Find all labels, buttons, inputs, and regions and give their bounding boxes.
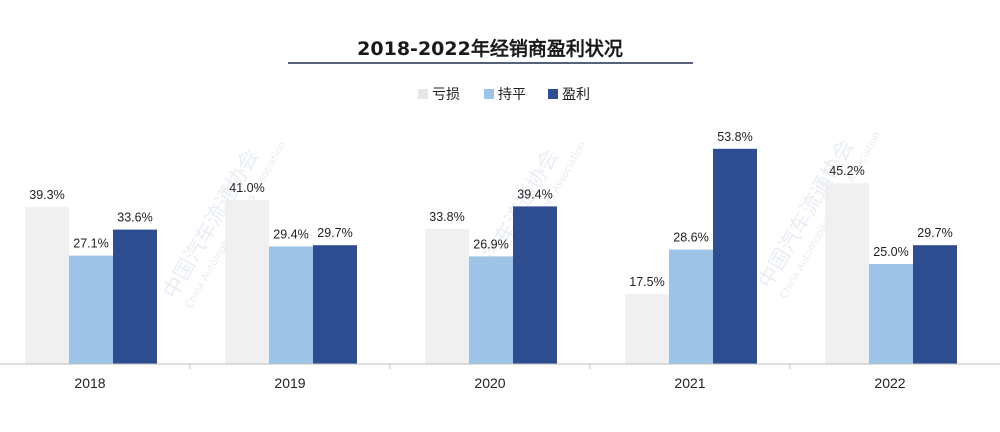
data-label-2019-亏损: 41.0% xyxy=(229,181,264,195)
data-label-2020-持平: 26.9% xyxy=(473,237,508,251)
bar-2020-亏损 xyxy=(425,228,469,364)
bar-2019-盈利 xyxy=(313,245,357,364)
bar-2018-持平 xyxy=(69,255,113,364)
x-tick-label-2021: 2021 xyxy=(674,375,705,391)
x-tick-label-2020: 2020 xyxy=(474,375,505,391)
legend-swatch-持平 xyxy=(484,89,494,99)
bar-2019-持平 xyxy=(269,246,313,364)
legend-label-亏损: 亏损 xyxy=(432,87,460,103)
data-label-2018-盈利: 33.6% xyxy=(117,211,152,225)
data-label-2018-持平: 27.1% xyxy=(73,237,108,251)
bar-2021-持平 xyxy=(669,249,713,364)
data-label-2020-亏损: 33.8% xyxy=(429,210,464,224)
data-label-2018-亏损: 39.3% xyxy=(29,188,64,202)
data-label-2022-亏损: 45.2% xyxy=(829,164,864,178)
value-labels: 39.3% 27.1% 33.6% 41.0% 29.4% 29.7% 33.8% 26.9%… xyxy=(29,130,952,289)
legend-label-盈利: 盈利 xyxy=(562,87,590,103)
bar-2018-亏损 xyxy=(25,206,69,364)
bars xyxy=(25,148,957,364)
bar-2018-盈利 xyxy=(113,229,157,364)
x-axis-labels: 2018 2019 2020 2021 2022 xyxy=(74,375,905,391)
x-tick-label-2022: 2022 xyxy=(874,375,905,391)
x-axis-ticks xyxy=(189,364,791,369)
data-label-2019-盈利: 29.7% xyxy=(317,226,352,240)
data-label-2021-亏损: 17.5% xyxy=(629,275,664,289)
data-label-2022-持平: 25.0% xyxy=(873,245,908,259)
x-tick-label-2019: 2019 xyxy=(274,375,305,391)
bar-2021-盈利 xyxy=(713,148,757,364)
chart-title: 2018-2022年经销商盈利状况 xyxy=(357,37,623,60)
x-tick-label-2018: 2018 xyxy=(74,375,105,391)
data-label-2021-持平: 28.6% xyxy=(673,231,708,245)
bar-2020-持平 xyxy=(469,256,513,364)
bar-2020-盈利 xyxy=(513,206,557,364)
data-label-2020-盈利: 39.4% xyxy=(517,187,552,201)
bar-2019-亏损 xyxy=(225,200,269,364)
legend-swatch-亏损 xyxy=(418,89,428,99)
data-label-2021-盈利: 53.8% xyxy=(717,130,752,144)
data-label-2019-持平: 29.4% xyxy=(273,227,308,241)
bar-2022-盈利 xyxy=(913,245,957,364)
bar-2021-亏损 xyxy=(625,294,669,364)
legend-label-持平: 持平 xyxy=(498,87,526,103)
bar-2022-持平 xyxy=(869,264,913,364)
legend: 亏损 持平 盈利 xyxy=(418,87,590,103)
legend-swatch-盈利 xyxy=(548,89,558,99)
data-label-2022-盈利: 29.7% xyxy=(917,226,952,240)
bar-2022-亏损 xyxy=(825,183,869,364)
